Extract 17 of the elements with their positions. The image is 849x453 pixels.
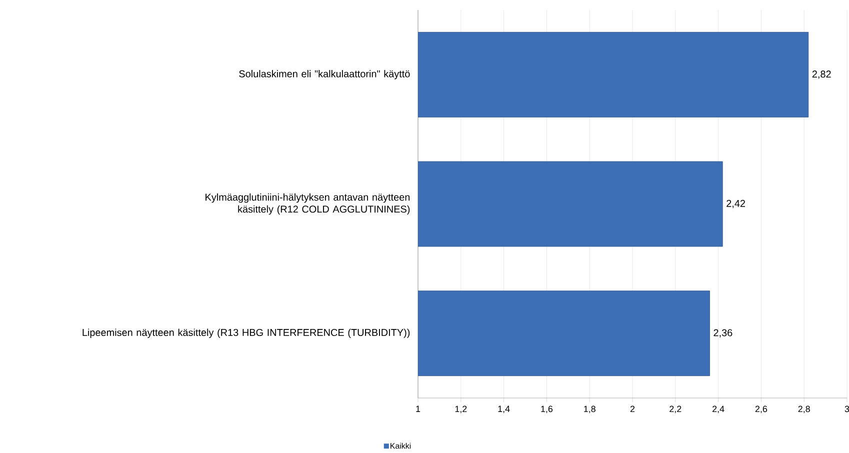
data-label: 2,42 — [726, 200, 746, 208]
x-tick-label: 1,8 — [584, 406, 596, 414]
x-tick-label: 2,4 — [712, 406, 724, 414]
x-tick-label: 2,6 — [755, 406, 768, 414]
y-tick-label: Kylmäagglutiniini-hälytyksen antavan näytteen käsittely (R12 COLD AGGLUTININES) — [206, 193, 410, 215]
y-tick-label: Lipeemisen näytteen käsittely (R13 HBG INTERFERENCE (TURBIDITY)) — [82, 328, 410, 338]
x-tick-label: 3 — [844, 406, 849, 412]
x-tick-label: 1 — [416, 406, 420, 412]
data-label: 2,82 — [812, 70, 831, 79]
data-label: 2,36 — [714, 329, 732, 338]
y-tick-label: Solulaskimen eli "kalkulaattorin" käyttö — [239, 70, 410, 80]
x-tick-label: 2,8 — [798, 406, 810, 414]
x-tick-label: 1,6 — [541, 406, 553, 414]
x-tick-label: 1,4 — [498, 406, 510, 414]
x-tick-label: 2 — [630, 406, 635, 412]
x-tick-label: 1,2 — [455, 406, 467, 414]
x-tick-label: 2,2 — [670, 406, 682, 414]
